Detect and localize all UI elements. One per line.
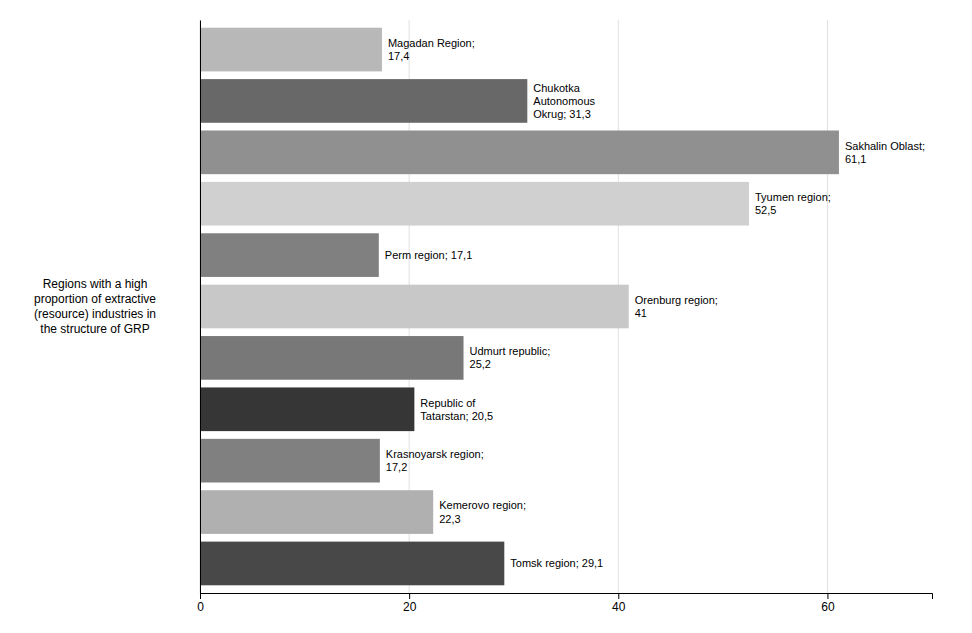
text-line: Autonomous (533, 95, 595, 107)
bar (200, 490, 433, 534)
text-line: Tatarstan; 20,5 (420, 410, 493, 422)
text-line: 61,1 (845, 153, 866, 165)
data-labels: Magadan Region;17,4 ChukotkaAutonomousOkr… (385, 37, 925, 570)
x-tick-mark (200, 593, 201, 599)
plot: 0 20 40 60 Magadan Region;17,4 ChukotkaAutono… (197, 20, 932, 614)
text-line: 22,3 (439, 513, 460, 525)
data-label: Perm region; 17,1 (385, 249, 472, 261)
bar (200, 79, 527, 123)
x-tick-mark (409, 593, 410, 599)
data-label: Udmurt republic;25,2 (470, 345, 551, 370)
text-line: 17,2 (386, 461, 407, 473)
text-line: 41 (635, 307, 647, 319)
text-line: Regions with a high (43, 277, 148, 291)
text-line: Udmurt republic; (470, 345, 551, 357)
x-tick-mark (827, 593, 828, 599)
bar (200, 28, 382, 72)
text-line: Magadan Region; (388, 37, 475, 49)
bar (200, 542, 504, 586)
text-line: Orenburg region; (635, 294, 718, 306)
data-label: Sakhalin Oblast;61,1 (845, 140, 925, 165)
data-label: Tomsk region; 29,1 (510, 557, 603, 569)
data-label: Orenburg region;41 (635, 294, 718, 319)
bar (200, 182, 749, 226)
y-label: Regions with a highproportion of extract… (34, 277, 156, 336)
x-tick: 40 (612, 593, 626, 614)
grid-line (200, 20, 201, 593)
x-tick-label: 0 (197, 600, 204, 614)
x-tick: 20 (403, 593, 417, 614)
text-line: proportion of extractive (34, 292, 156, 306)
text-line: Kemerovo region; (439, 499, 526, 511)
bar (200, 387, 414, 431)
x-tick: 60 (821, 593, 835, 614)
bar (200, 130, 839, 174)
text-line: Perm region; 17,1 (385, 249, 472, 261)
data-label: Kemerovo region; 22,3 (439, 499, 526, 524)
data-label: Republic ofTatarstan; 20,5 (420, 397, 493, 422)
bar (200, 439, 380, 483)
x-axis: 0 20 40 60 (197, 593, 932, 614)
x-tick-mark (618, 593, 619, 599)
text-line: Tomsk region; 29,1 (510, 557, 603, 569)
grid (200, 20, 827, 593)
text-line: Tyumen region; (755, 191, 831, 203)
grid-line (827, 20, 828, 593)
text-line: the structure of GRP (40, 322, 149, 336)
text-line: Chukotka (533, 82, 580, 94)
data-label: Magadan Region;17,4 (388, 37, 475, 62)
x-axis-line (201, 594, 933, 600)
text-line: (resource) industries in (34, 307, 156, 321)
text-line: Sakhalin Oblast; (845, 140, 925, 152)
bar (200, 285, 629, 329)
y-axis-line (200, 21, 201, 594)
bar (200, 336, 464, 380)
text-line: 17,4 (388, 50, 409, 62)
bars (200, 28, 839, 586)
x-tick-label: 60 (821, 600, 835, 614)
text-line: Republic of (420, 397, 476, 409)
text-line: 52,5 (755, 204, 776, 216)
x-tick: 0 (197, 593, 204, 614)
chart: 0 20 40 60 Magadan Region;17,4 ChukotkaAutono… (0, 0, 972, 633)
bar (200, 233, 379, 277)
data-label: ChukotkaAutonomousOkrug; 31,3 (533, 82, 595, 120)
data-label: Krasnoyarsk region;17,2 (386, 448, 484, 473)
text-line: 25,2 (470, 358, 491, 370)
text-line: Okrug; 31,3 (533, 108, 590, 120)
data-label: Tyumen region;52,5 (755, 191, 831, 216)
text-line: Krasnoyarsk region; (386, 448, 484, 460)
x-tick-label: 40 (612, 600, 626, 614)
x-tick-label: 20 (403, 600, 417, 614)
y-axis (200, 21, 201, 594)
